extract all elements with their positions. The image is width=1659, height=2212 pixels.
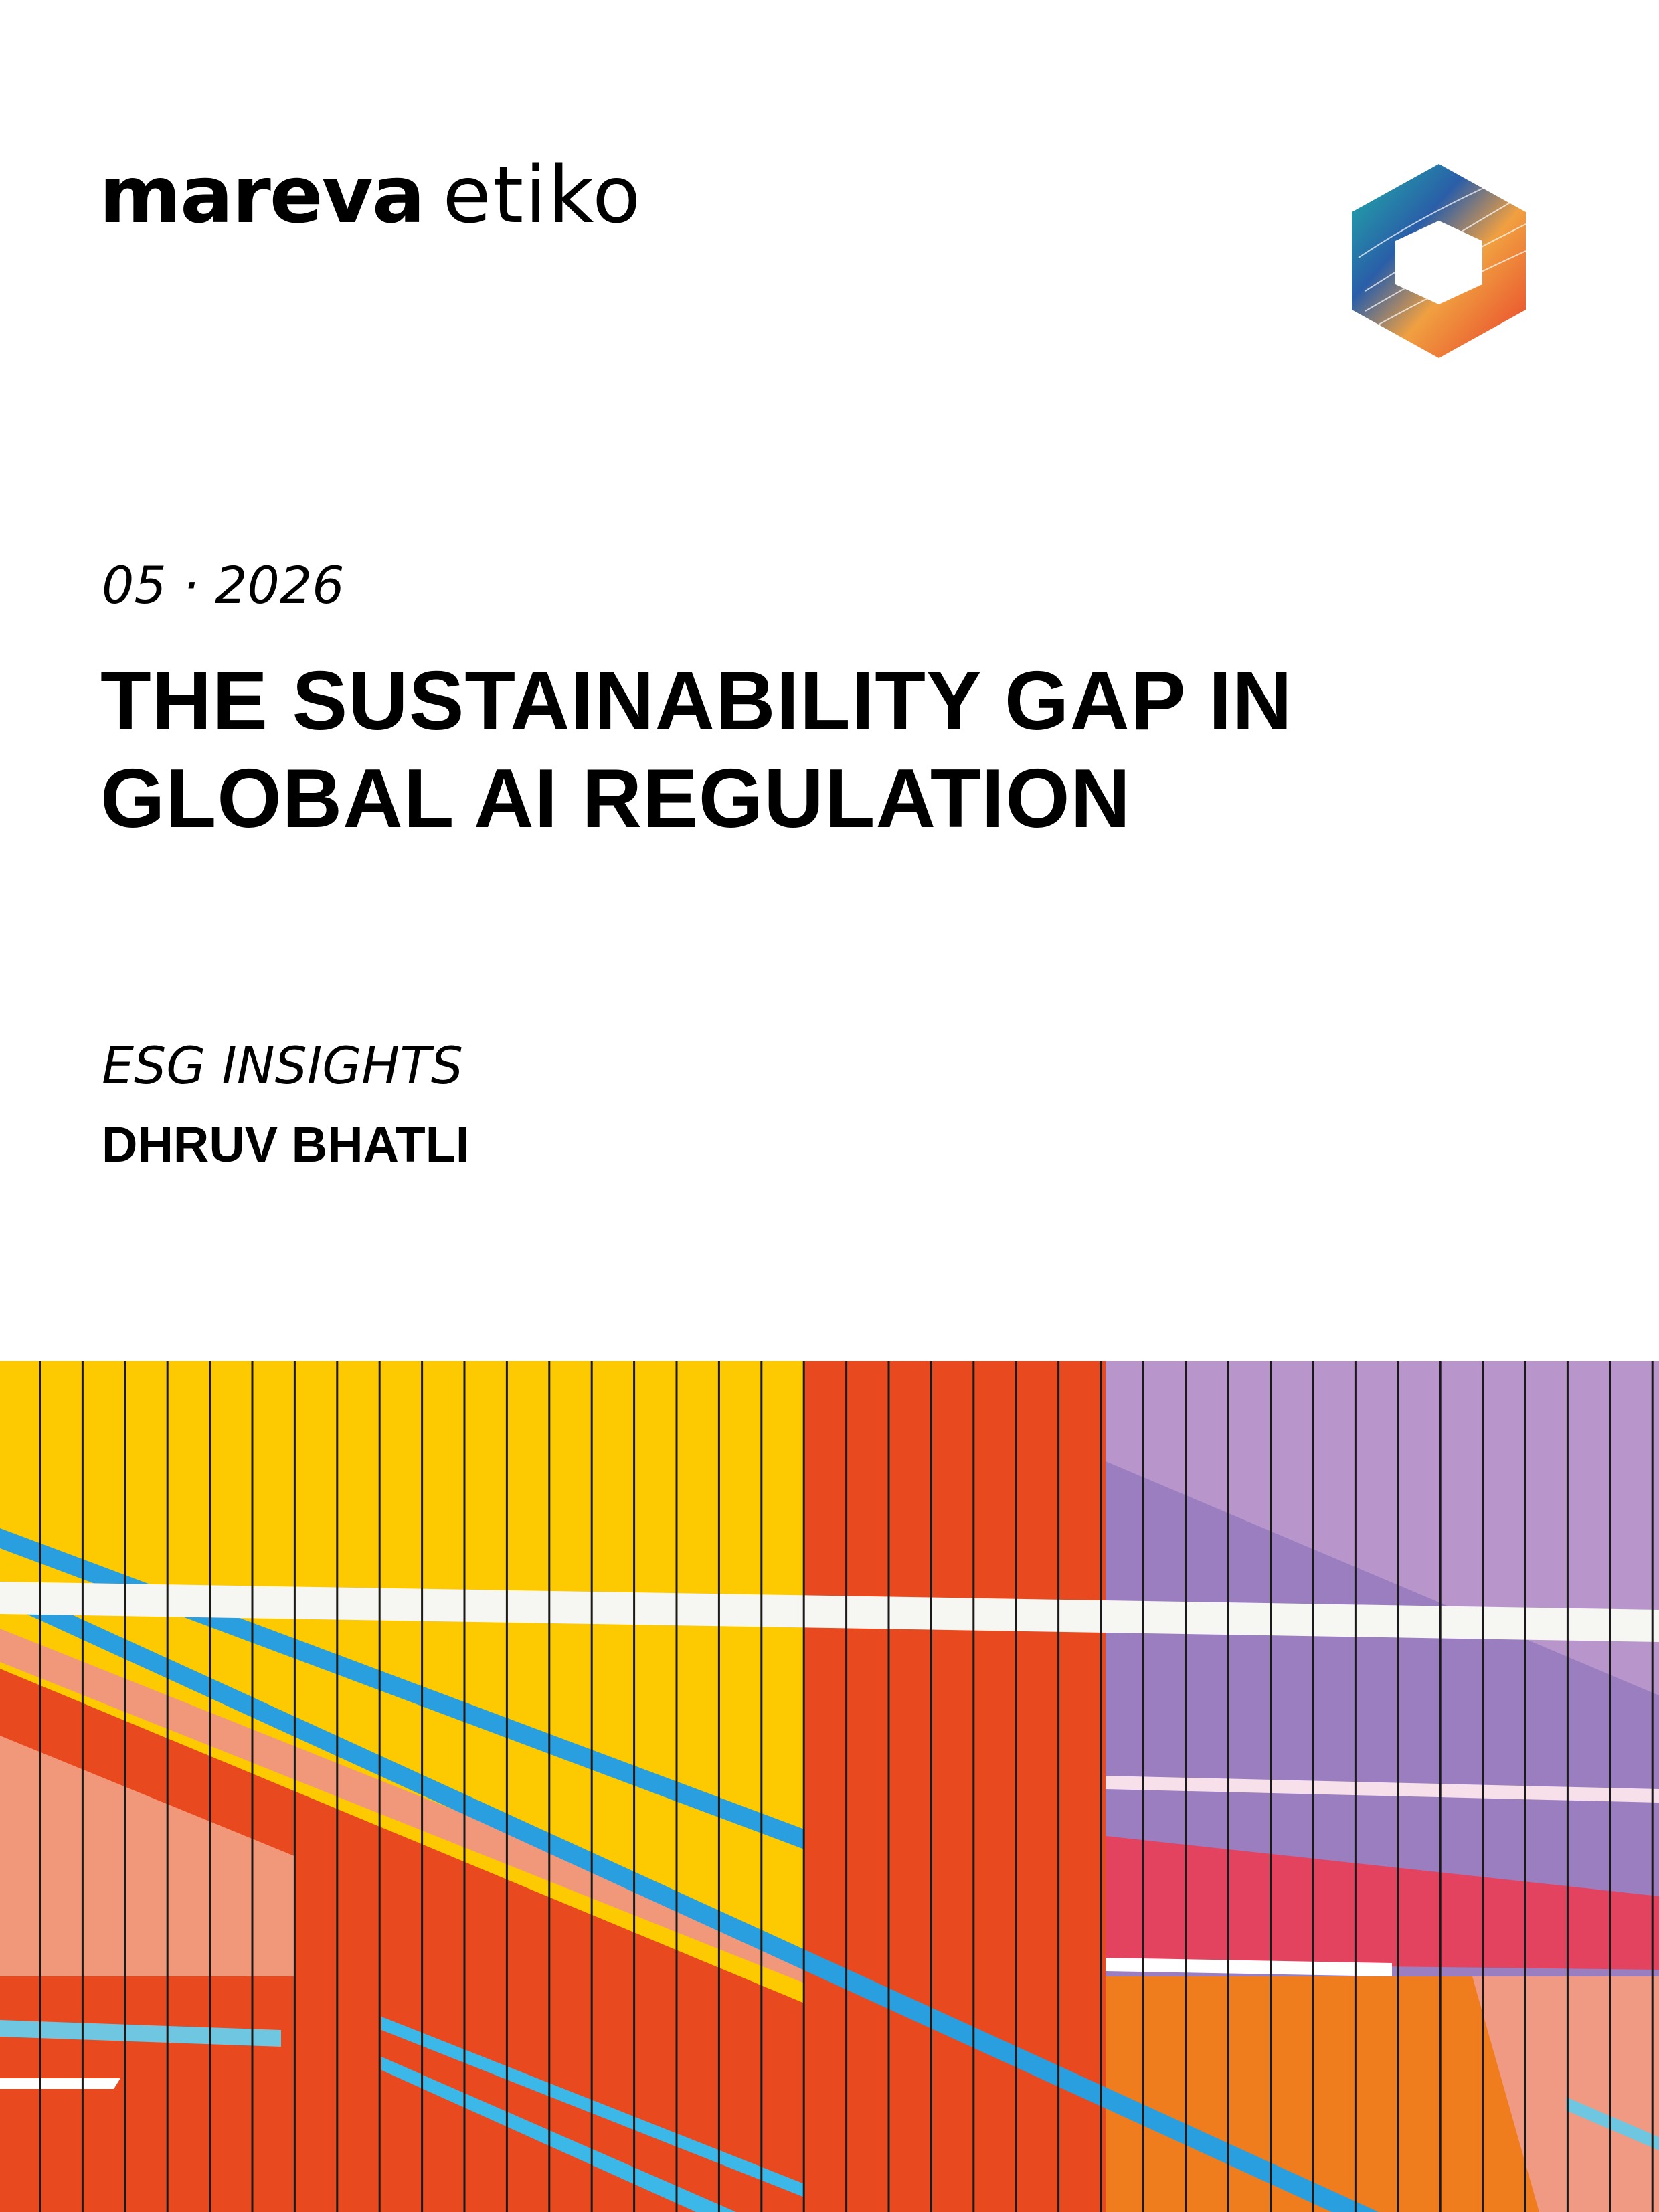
brand-name: mareva etiko (99, 155, 642, 234)
title-line: THE SUSTAINABILITY GAP IN (100, 655, 1293, 747)
brand-bold: mareva (99, 149, 425, 241)
logo (1352, 164, 1526, 358)
title: THE SUSTAINABILITY GAP IN GLOBAL AI REGU… (100, 652, 1293, 848)
brand-light: etiko (442, 149, 642, 241)
cover-artwork (0, 1361, 1659, 2212)
title-line: GLOBAL AI REGULATION (100, 753, 1132, 845)
author: DHRUV BHATLI (102, 1117, 470, 1172)
series: ESG INSIGHTS (102, 1036, 463, 1095)
date: 05 · 2026 (102, 555, 345, 615)
